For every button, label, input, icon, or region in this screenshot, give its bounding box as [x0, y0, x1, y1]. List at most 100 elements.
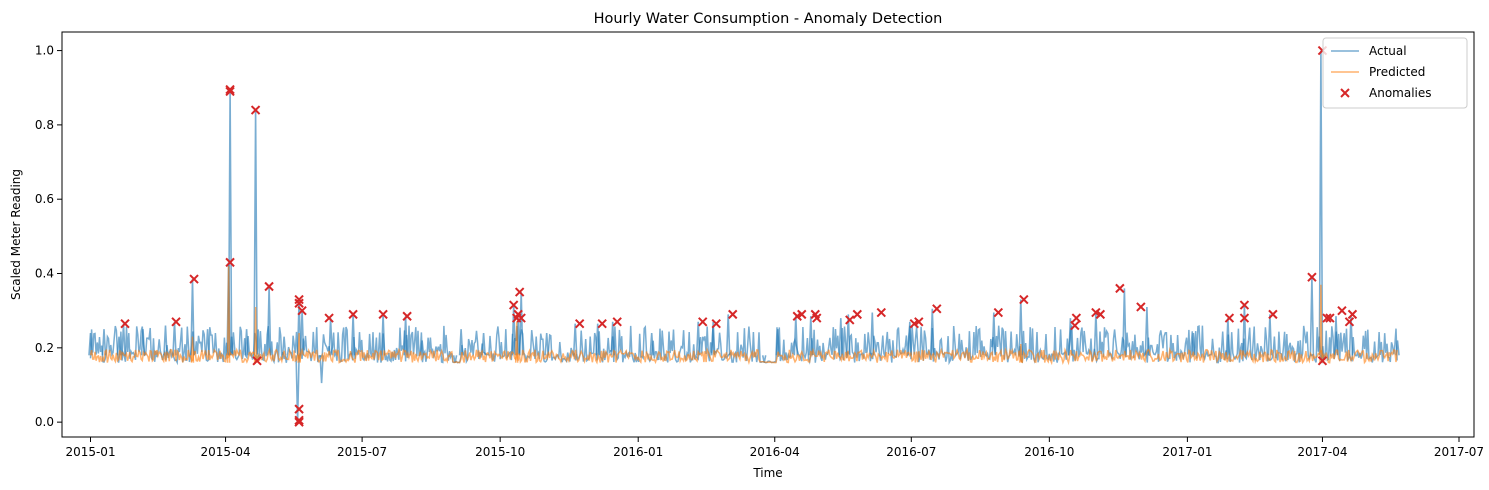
- actual-spike-37: [695, 321, 701, 356]
- y-axis-label: Scaled Meter Reading: [9, 169, 23, 300]
- y-tick-label-3: 0.6: [35, 192, 54, 206]
- predicted-series-line: [89, 346, 1398, 366]
- predicted-spike-0: [190, 336, 195, 363]
- anomaly-marker-22: [514, 287, 525, 297]
- actual-spike-54: [1144, 306, 1150, 356]
- x-tick-label-6: 2016-07: [886, 445, 936, 459]
- predicted-spike-3: [297, 332, 301, 363]
- actual-spike-8: [205, 329, 210, 356]
- predicted-spike-4: [514, 321, 519, 363]
- plot-frame: [61, 31, 1475, 438]
- y-tick-label-1: 0.2: [35, 341, 54, 355]
- actual-spike-55: [1191, 332, 1196, 356]
- actual-spike-49: [991, 312, 997, 356]
- legend-label-anomalies: Anomalies: [1369, 86, 1432, 100]
- y-tick-label-4: 0.8: [35, 118, 54, 132]
- anomaly-marker-57: [1337, 305, 1347, 316]
- actual-spike-51: [1068, 318, 1073, 356]
- actual-spike-47: [907, 321, 913, 356]
- anomaly-marker-1: [171, 317, 181, 327]
- anomaly-marker-5: [225, 86, 235, 97]
- anomaly-marker-55: [1322, 313, 1332, 323]
- x-tick-label-10: 2017-07: [1434, 445, 1484, 459]
- legend: Actual Predicted Anomalies: [1322, 37, 1468, 109]
- anomaly-marker-50: [1239, 313, 1250, 323]
- actual-spike-36: [649, 332, 654, 356]
- y-tick-label-2: 0.4: [35, 267, 54, 281]
- anomaly-marker-59: [1347, 309, 1358, 320]
- x-tick-label-9: 2017-04: [1297, 445, 1347, 459]
- legend-box: [1322, 37, 1468, 109]
- anomaly-marker-33: [812, 313, 822, 323]
- chart-title: Hourly Water Consumption - Anomaly Detec…: [594, 11, 943, 27]
- anomaly-marker-12: [294, 294, 304, 305]
- actual-spike-62: [1333, 316, 1339, 356]
- actual-spike-46: [870, 312, 875, 356]
- anomaly-marker-17: [378, 309, 388, 320]
- actual-spike-1: [101, 329, 107, 356]
- anomaly-marker-28: [711, 318, 721, 329]
- anomaly-marker-46: [1115, 283, 1125, 294]
- actual-spike-45: [846, 314, 851, 356]
- anomaly-marker-58: [1344, 317, 1355, 327]
- anomaly-marker-48: [1224, 313, 1235, 323]
- actual-spike-7: [190, 279, 195, 356]
- actual-spike-20: [319, 355, 324, 384]
- anomaly-marker-23: [516, 313, 526, 323]
- predicted-spike-2: [253, 306, 258, 363]
- anomaly-marker-56: [1325, 313, 1335, 323]
- anomaly-marker-19: [508, 300, 519, 310]
- anomaly-marker-9: [294, 417, 304, 427]
- actual-spike-41: [775, 329, 781, 356]
- actual-spike-6: [172, 321, 177, 356]
- legend-swatch-anomalies: [1340, 88, 1350, 98]
- actual-spike-44: [838, 318, 844, 356]
- actual-spike-11: [229, 336, 234, 356]
- actual-spike-28: [481, 332, 486, 356]
- actual-spike-39: [725, 314, 731, 356]
- actual-spike-35: [610, 321, 615, 356]
- x-tick-label-7: 2016-10: [1024, 445, 1074, 459]
- actual-spike-16: [281, 336, 287, 356]
- anomaly-marker-15: [324, 313, 334, 323]
- anomaly-marker-40: [993, 307, 1004, 318]
- plot-area: [88, 45, 1400, 427]
- anomaly-marker-38: [914, 317, 924, 327]
- anomaly-marker-47: [1136, 302, 1146, 312]
- anomaly-marker-26: [612, 317, 622, 327]
- actual-spike-32: [544, 332, 549, 356]
- anomaly-marker-13: [294, 298, 304, 308]
- anomaly-marker-52: [1307, 272, 1317, 282]
- actual-spike-0: [88, 332, 93, 356]
- anomaly-marker-29: [728, 309, 738, 320]
- anomaly-marker-7: [252, 356, 262, 366]
- actual-spike-34: [595, 323, 600, 356]
- anomaly-marker-41: [1019, 294, 1029, 305]
- anomaly-marker-43: [1071, 313, 1082, 323]
- x-tick-label-3: 2015-10: [475, 445, 525, 459]
- predicted-spike-6: [1319, 284, 1323, 363]
- axes: 2015-01 2015-04 2015-07 2015-10 2016-01 2016-…: [35, 31, 1484, 459]
- x-tick-label-1: 2015-04: [200, 445, 250, 459]
- legend-label-predicted: Predicted: [1369, 65, 1425, 79]
- actual-spike-5: [163, 325, 168, 356]
- actual-spike-48: [930, 308, 935, 356]
- anomaly-marker-45: [1095, 309, 1106, 320]
- actual-spike-4: [140, 329, 146, 356]
- x-tick-label-5: 2016-04: [750, 445, 800, 459]
- actual-spike-59: [1309, 277, 1315, 356]
- legend-label-actual: Actual: [1369, 44, 1407, 58]
- anomaly-marker-51: [1268, 309, 1278, 320]
- anomaly-marker-18: [402, 311, 412, 321]
- anomaly-marker-11: [294, 404, 304, 414]
- anomaly-marker-35: [852, 309, 862, 320]
- actual-spike-27: [458, 329, 464, 356]
- anomaly-marker-6: [250, 105, 261, 115]
- actual-spike-42: [793, 316, 799, 356]
- y-tick-label-0: 0.0: [35, 415, 54, 429]
- x-tick-label-2: 2015-07: [337, 445, 387, 459]
- actual-spike-58: [1267, 314, 1273, 356]
- anomaly-marker-14: [297, 305, 307, 316]
- anomaly-marker-31: [797, 309, 807, 320]
- anomaly-marker-36: [876, 307, 886, 318]
